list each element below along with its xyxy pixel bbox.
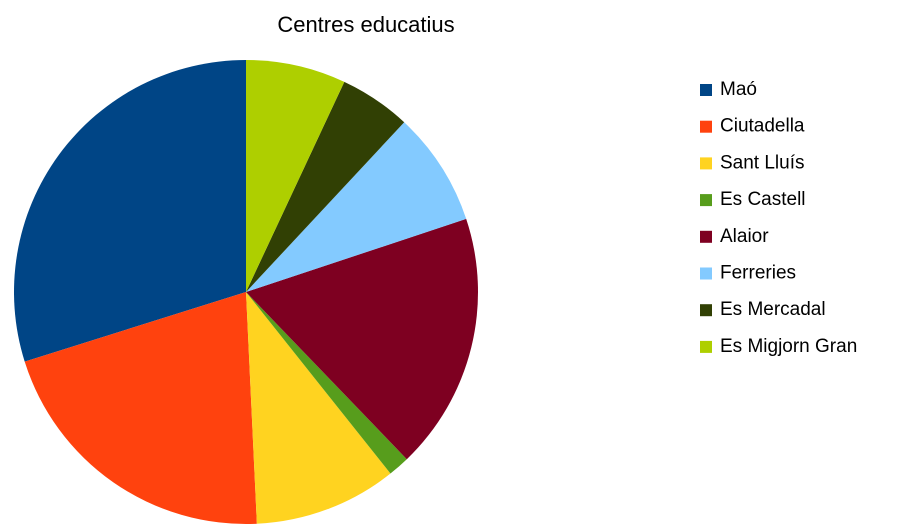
legend-swatch	[700, 157, 712, 170]
legend-label: Es Migjorn Gran	[720, 336, 857, 357]
legend-swatch	[700, 120, 712, 133]
pie-slice	[246, 122, 467, 292]
legend-swatch	[700, 230, 712, 243]
legend-swatch	[700, 84, 712, 96]
legend-label: Sant Lluís	[720, 152, 805, 173]
pie-slice	[246, 81, 405, 293]
legend-label: Maó	[720, 79, 757, 100]
pie-slice	[246, 292, 407, 474]
legend-swatch	[700, 194, 712, 207]
chart-title: Centres educatius	[277, 12, 454, 37]
legend-label: Alaior	[720, 226, 769, 247]
legend-label: Ferreries	[720, 263, 796, 284]
legend-swatch	[700, 267, 712, 280]
pie-slice	[246, 60, 345, 292]
pie-slice	[24, 292, 257, 524]
legend-label: Ciutadella	[720, 116, 805, 137]
legend-swatch	[700, 340, 712, 353]
legend-label: Es Mercadal	[720, 299, 826, 320]
pie-slice	[246, 292, 391, 524]
pie-slice	[13, 60, 246, 362]
pie-slice	[246, 218, 478, 460]
legend-swatch	[700, 304, 712, 317]
legend-label: Es Castell	[720, 189, 806, 210]
